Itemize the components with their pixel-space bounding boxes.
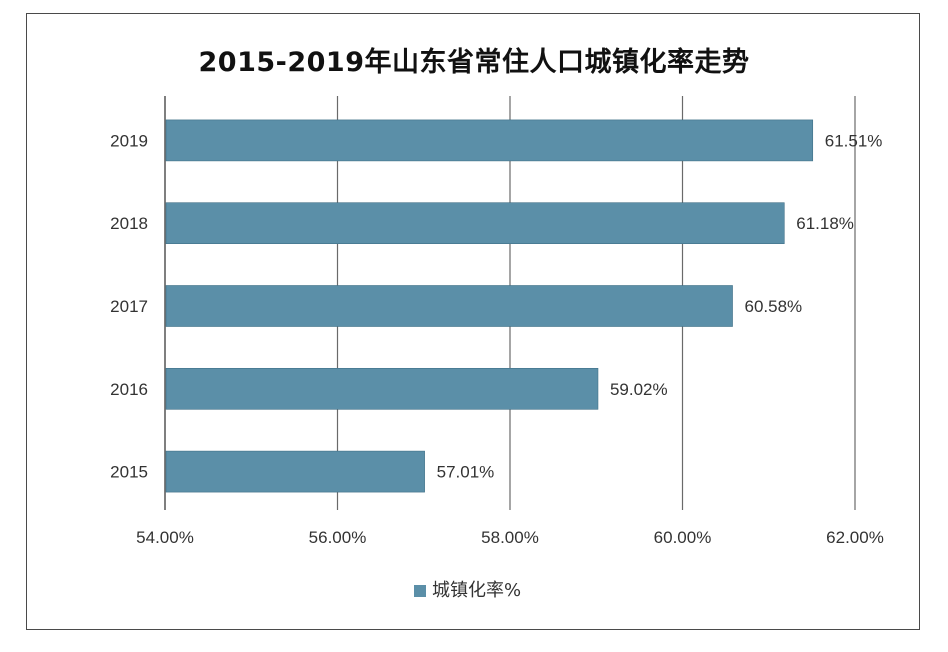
x-tick-label: 60.00% — [654, 528, 712, 547]
bar — [165, 202, 785, 244]
x-tick-label: 58.00% — [481, 528, 539, 547]
y-category-label: 2015 — [110, 463, 148, 482]
bars-layer — [165, 119, 814, 493]
legend: 城镇化率% — [414, 580, 521, 601]
y-category-label: 2017 — [110, 297, 148, 316]
x-tick-label: 62.00% — [826, 528, 884, 547]
y-category-label: 2018 — [110, 214, 148, 233]
labels-layer: 54.00% 56.00% 58.00% 60.00% 62.00% 2019 61.51%… — [110, 131, 884, 547]
bar — [165, 450, 425, 493]
data-label: 61.51% — [825, 131, 883, 150]
data-label: 57.01% — [437, 463, 495, 482]
y-category-label: 2016 — [110, 380, 148, 399]
chart-title: 2015-2019年山东省常住人口城镇化率走势 — [198, 47, 750, 78]
legend-label: 城镇化率% — [432, 580, 521, 601]
data-label: 61.18% — [796, 214, 854, 233]
bar — [165, 285, 733, 327]
bar — [165, 367, 599, 410]
data-label: 59.02% — [610, 380, 668, 399]
legend-swatch — [414, 585, 426, 597]
x-tick-label: 54.00% — [136, 528, 194, 547]
y-category-label: 2019 — [110, 131, 148, 150]
data-label: 60.58% — [745, 297, 803, 316]
x-tick-label: 56.00% — [309, 528, 367, 547]
bar — [165, 119, 814, 162]
